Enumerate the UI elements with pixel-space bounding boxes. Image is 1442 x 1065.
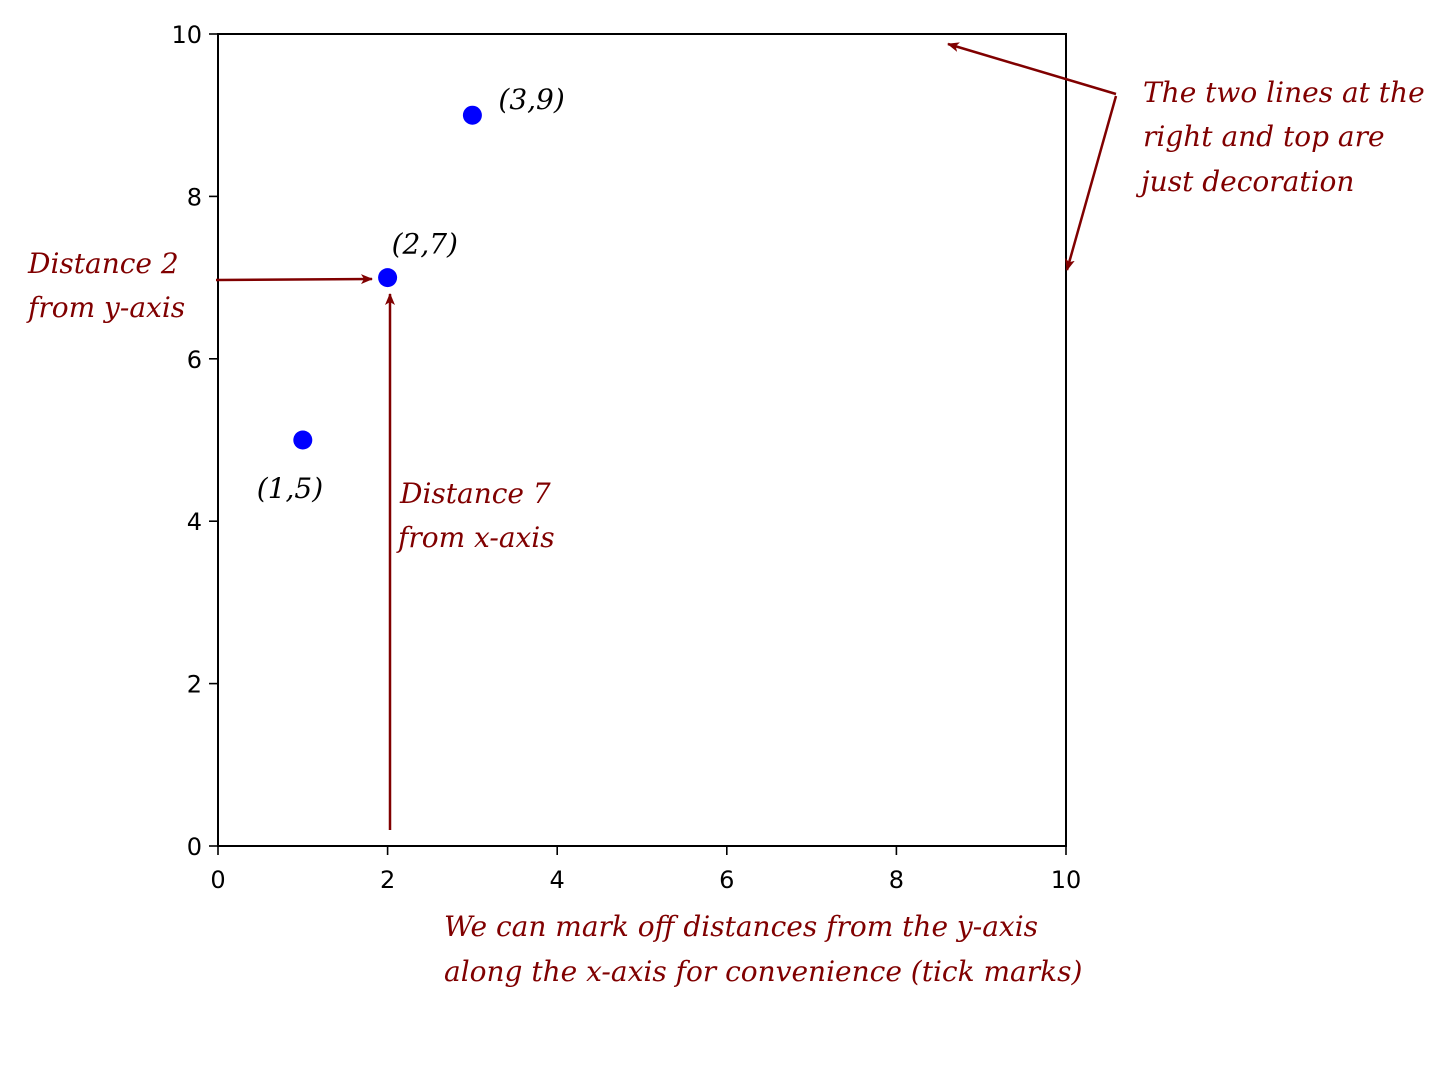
annotation-decoration-line-2: right and top are [1143,120,1385,153]
annotation-decoration-line-1: The two lines at the [1143,76,1425,109]
y-tick-label: 4 [187,508,202,536]
x-tick-label: 4 [550,866,565,894]
arrow-distance-y [215,274,373,285]
annotation-distance-y-line-2: from y-axis [26,291,185,324]
data-point [293,430,313,450]
annotation-decoration: The two lines at the right and top are j… [1135,76,1425,198]
data-point [462,105,482,125]
points-layer: (1,5) (2,7) (3,9) [257,83,565,505]
arrow-decoration-right [1065,95,1118,271]
data-point [378,268,398,288]
ticks-layer: 0 2 4 6 8 10 0 2 4 6 8 10 [171,21,1081,894]
annotation-tick-marks: We can mark off distances from the y-axi… [444,910,1082,988]
annotation-distance-x-line-1: Distance 7 [399,477,551,510]
x-tick-label: 2 [380,866,395,894]
arrow-decoration-top [947,42,1117,96]
annotation-tick-marks-line-2: along the x-axis for convenience (tick m… [444,955,1082,988]
point-label: (2,7) [392,228,458,261]
annotation-tick-marks-line-1: We can mark off distances from the y-axi… [444,910,1038,943]
point-label: (1,5) [257,472,323,505]
annotation-distance-y-line-1: Distance 2 [27,247,179,280]
plot-frame [217,33,1067,847]
annotation-decoration-line-3: just decoration [1135,165,1354,198]
x-tick-label: 8 [889,866,904,894]
x-tick-label: 10 [1051,866,1082,894]
point-label: (3,9) [498,83,564,116]
y-tick-label: 2 [187,671,202,699]
annotation-distance-x: Distance 7 from x-axis [396,477,555,554]
y-tick-label: 8 [187,183,202,211]
x-tick-label: 6 [719,866,734,894]
annotation-distance-y: Distance 2 from y-axis [26,247,185,324]
x-tick-label: 0 [210,866,225,894]
annotation-distance-x-line-2: from x-axis [396,521,555,554]
y-tick-label: 6 [187,346,202,374]
y-tick-label: 0 [187,833,202,861]
y-tick-label: 10 [171,21,202,49]
